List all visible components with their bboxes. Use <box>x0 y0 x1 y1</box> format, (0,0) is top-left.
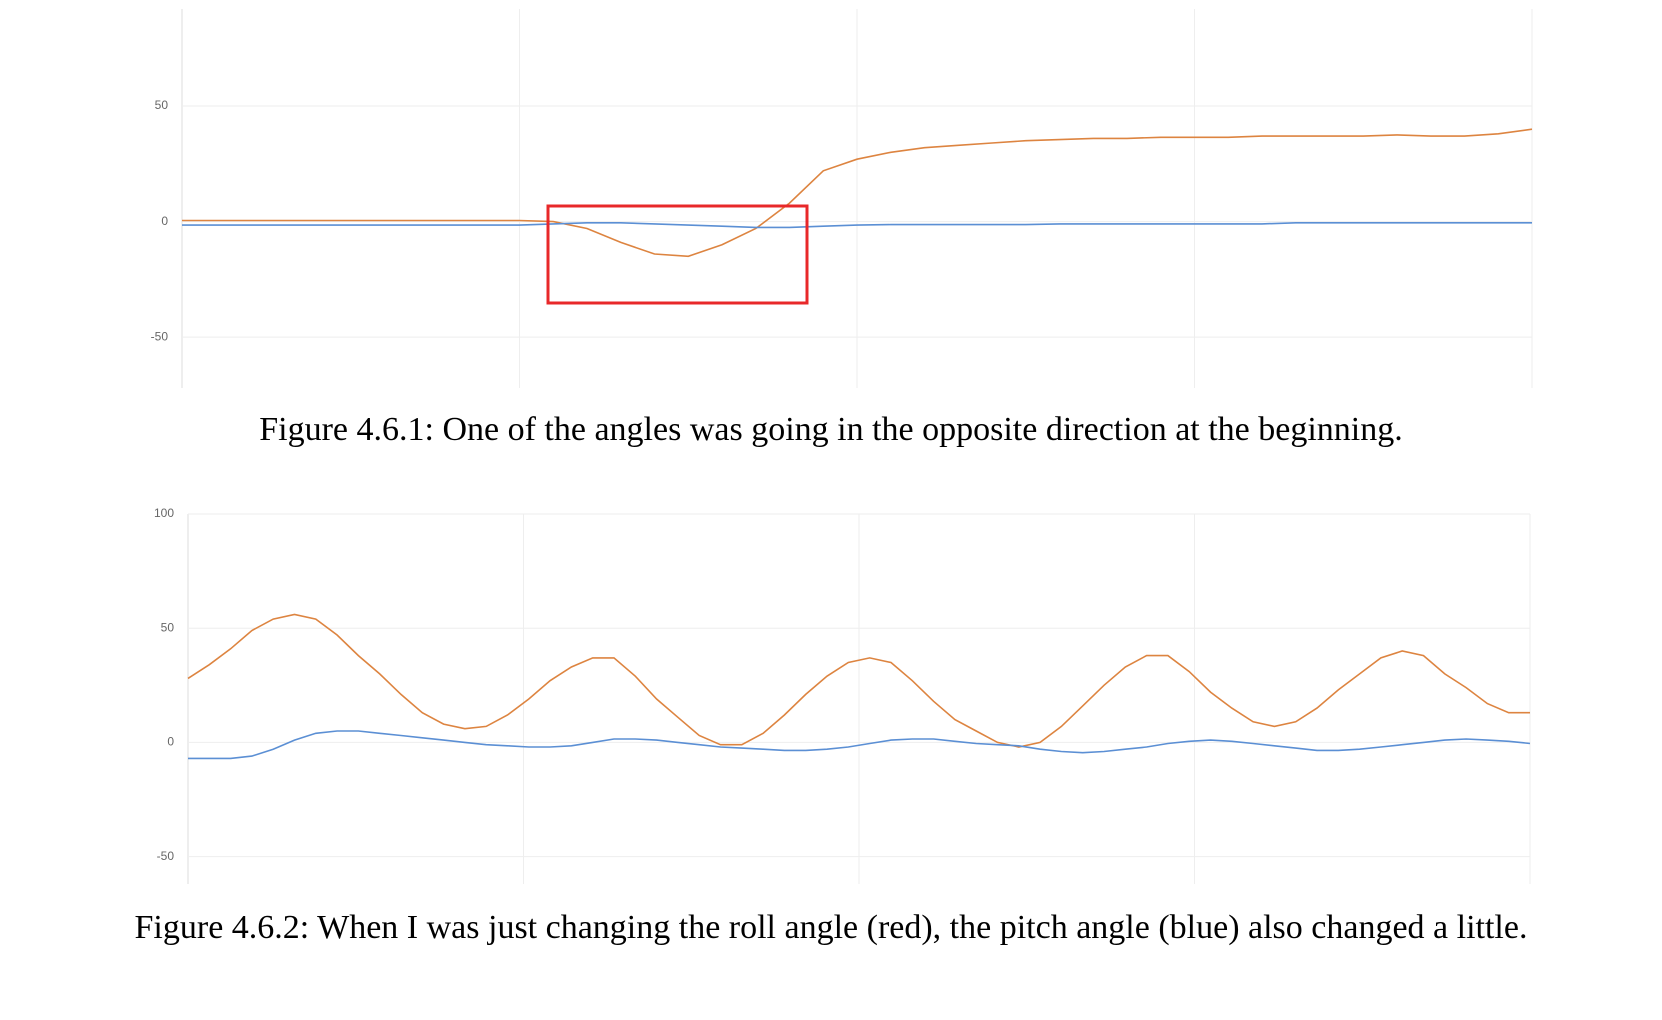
line <box>187 613 1530 748</box>
caption: Figure 4.6.1: One of the angles was goin… <box>259 411 1403 448</box>
y-tick-label: 100 <box>154 506 174 520</box>
line <box>182 128 1533 258</box>
y-tick-label: 50 <box>155 98 169 112</box>
line <box>182 222 1532 229</box>
y-tick-label: -50 <box>151 329 169 343</box>
line <box>188 730 1531 760</box>
y-tick-label: 0 <box>161 214 168 228</box>
caption: Figure 4.6.2: When I was just changing t… <box>134 909 1528 946</box>
y-tick-label: -50 <box>157 849 175 863</box>
y-tick-label: 0 <box>167 735 174 749</box>
y-tick-label: 50 <box>161 620 175 634</box>
highlight-box <box>546 204 809 305</box>
